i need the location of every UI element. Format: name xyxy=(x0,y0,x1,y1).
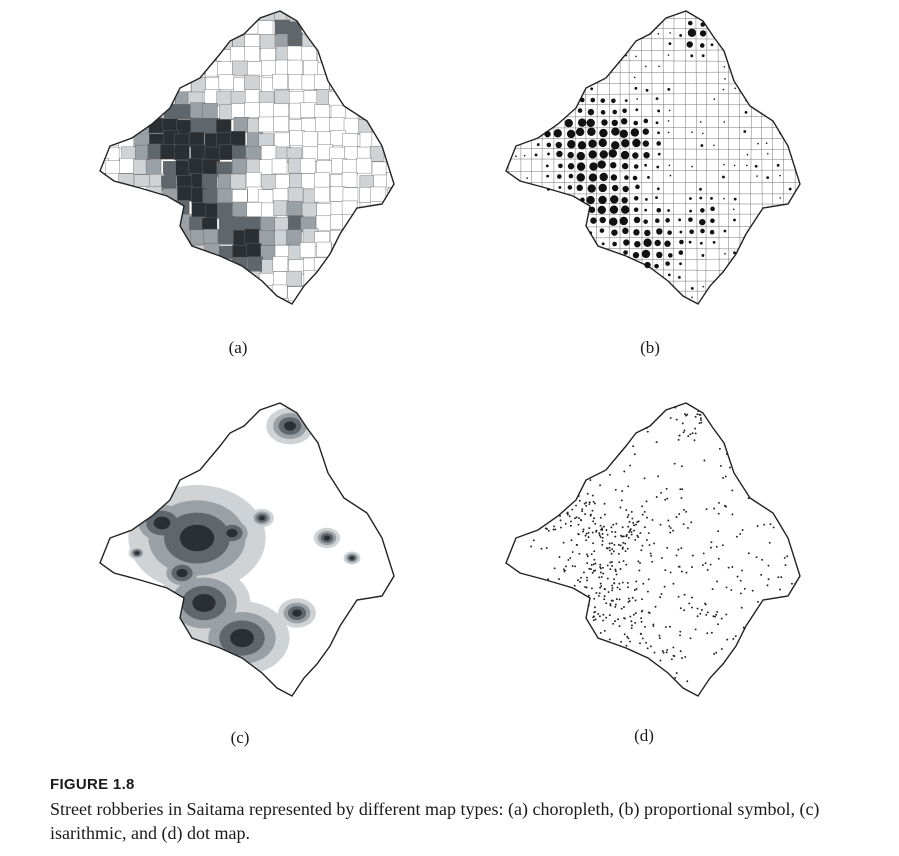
panel-label-c: (c) xyxy=(230,728,250,747)
study-area-outline xyxy=(99,10,395,305)
robbery-dots xyxy=(530,406,797,683)
panel-label-a: (a) xyxy=(228,338,248,357)
panel-label-b: (b) xyxy=(640,338,660,357)
study-area-outline xyxy=(99,402,395,697)
dot-map-svg xyxy=(505,402,801,697)
choropleth-map-svg xyxy=(99,10,395,305)
dot-map xyxy=(498,398,808,708)
study-area-outline xyxy=(505,402,801,697)
proportional-symbol-map xyxy=(498,6,808,316)
proportional-symbols xyxy=(515,20,792,299)
figure-title: FIGURE 1.8 xyxy=(50,776,135,793)
study-area-outline xyxy=(505,10,801,305)
proportional-symbol-map-svg xyxy=(505,10,801,305)
isarithmic-map-svg xyxy=(99,402,395,697)
choropleth-map xyxy=(92,6,402,316)
isarithmic-map xyxy=(92,398,402,708)
panel-label-d: (d) xyxy=(634,726,654,745)
figure-caption: Street robberies in Saitama represented … xyxy=(50,799,820,843)
